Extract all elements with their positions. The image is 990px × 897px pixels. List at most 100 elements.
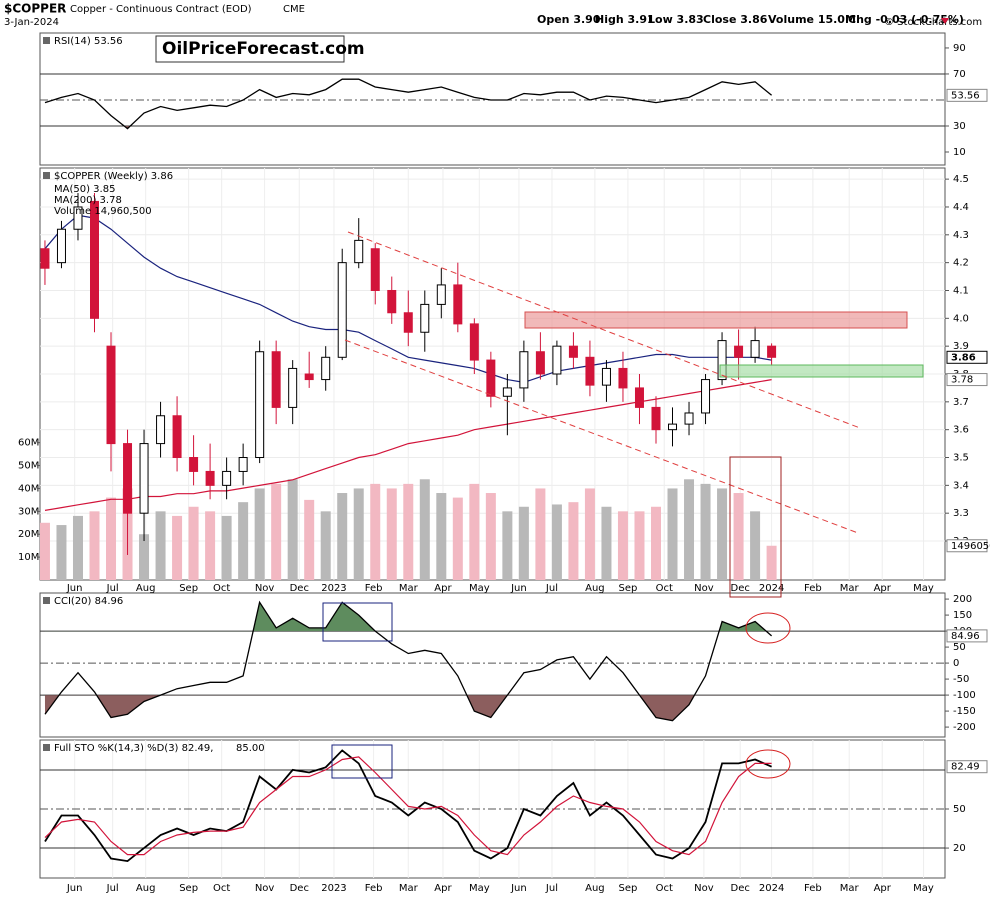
candle-body [255,351,265,459]
value-badge-label: 82.49 [951,762,980,773]
volume-tick-label: 20M [18,529,39,540]
volume-bar [733,493,744,580]
candle-body [387,289,397,314]
y-tick-label: 50 [953,804,966,815]
x-tick-label: Aug [585,883,605,894]
trend-line [344,339,859,534]
x-tick-label: Sep [618,583,637,594]
candle-body [486,359,496,397]
y-tick-label: 4.0 [953,313,969,324]
x-tick-label: 2023 [321,883,346,894]
candle-body [123,443,133,514]
x-tick-label: Oct [656,883,673,894]
volume-tick-label: 50M [18,461,39,472]
x-tick-label: Oct [656,583,673,594]
y-tick-label: 4.3 [953,230,969,241]
candle-body [271,351,281,408]
candle-body [618,367,628,389]
value-badge [946,760,988,774]
volume-bar [601,506,612,580]
legend-entry: MA(50) 3.85 [54,184,115,195]
value-badge [946,350,988,364]
volume-bar [370,483,381,580]
x-tick-label: Nov [255,883,275,894]
x-tick-label: Sep [618,883,637,894]
x-tick-label: May [913,583,934,594]
value-badge-label: 3.86 [951,352,976,363]
symbol: $COPPER [4,2,66,16]
volume-bar [39,522,50,580]
legend-icon [43,597,50,604]
panel-legend: $COPPER (Weekly) 3.86 [54,171,173,182]
volume-bar [568,502,579,580]
y-tick-label: 4.1 [953,285,969,296]
x-tick-label: Feb [365,883,383,894]
volume-bar [766,545,777,580]
panel-legend: CCI(20) 84.96 [54,596,123,607]
y-tick-label: 3.4 [953,480,969,491]
candle-body [453,284,463,325]
candle-body [585,356,595,386]
value-badge [946,88,988,102]
copyright: © StockCharts.com [884,17,982,28]
x-tick-label: Jul [545,583,558,594]
y-tick-label: 3.7 [953,397,969,408]
legend-entry: 85.00 [236,743,265,754]
x-tick-label: Jun [66,883,83,894]
date: 3-Jan-2024 [4,17,59,28]
volume-bar [684,479,695,580]
candle-body [767,345,777,358]
volume-bar [419,479,430,580]
exchange: CME [283,4,305,15]
volume-bar [353,488,364,580]
x-tick-label: Sep [179,583,198,594]
volume-bar [452,497,463,580]
y-tick-label: 200 [953,594,972,605]
volume-tick-label: 30M [18,506,39,517]
candle-body [634,387,644,408]
candle-body [189,457,199,472]
x-tick-label: Mar [840,583,860,594]
y-tick-label: -50 [953,674,969,685]
volume-bar [634,511,645,580]
quote-close: Close 3.86 [703,13,768,26]
candle-body [436,284,446,305]
y-tick-label: 150 [953,610,972,621]
y-tick-label: -200 [953,722,976,733]
volume-bar [106,497,117,580]
indicator-line [44,749,772,863]
volume-bar [551,504,562,580]
candle-body [56,228,66,264]
volume-bar [221,515,232,580]
x-tick-label: Mar [399,583,419,594]
candle-body [651,406,661,431]
candle-body [684,412,694,425]
volume-bar [403,483,414,580]
x-tick-label: Apr [874,883,892,894]
x-tick-label: Feb [365,583,383,594]
candle-body [40,248,50,269]
x-tick-label: Oct [213,883,230,894]
cci-panel [39,592,946,738]
volume-bar [287,479,298,580]
highlight-circle [745,749,791,779]
indicator-fill [44,695,772,721]
x-tick-label: Mar [840,883,860,894]
x-tick-label: Feb [804,883,822,894]
volume-bar [72,515,83,580]
candle-body [156,415,166,445]
candle-body [750,340,760,358]
x-tick-label: Jun [510,583,527,594]
candle-body [89,200,99,319]
candle-body [552,345,562,375]
volume-bar [139,534,150,580]
y-tick-label: 4.2 [953,258,969,269]
quote-open: Open 3.90 [537,13,601,26]
candle-body [502,387,512,397]
highlight-box [331,744,393,779]
x-tick-label: Jun [66,583,83,594]
x-tick-label: 2023 [321,583,346,594]
panel-legend: Full STO %K(14,3) %D(3) 82.49, [54,743,213,754]
value-badge [946,539,988,553]
